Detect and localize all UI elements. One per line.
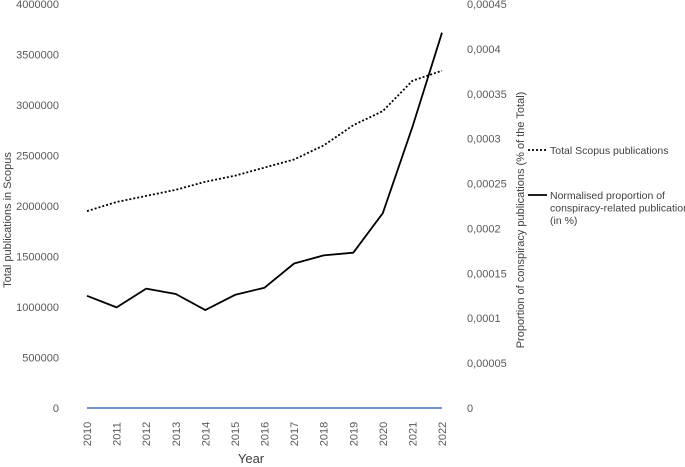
x-tick-label: 2018 xyxy=(319,422,331,446)
left-tick-label: 500000 xyxy=(22,353,59,365)
series-line-0 xyxy=(86,69,443,212)
right-tick-label: 0,00035 xyxy=(467,89,507,101)
x-tick-label: 2014 xyxy=(200,422,212,446)
left-tick-label: 0 xyxy=(53,403,59,415)
x-tick-label: 2012 xyxy=(141,422,153,446)
left-tick-label: 1000000 xyxy=(16,302,59,314)
legend-label: conspiracy-related publications xyxy=(550,203,685,215)
x-tick-label: 2021 xyxy=(407,422,419,446)
legend-label: Total Scopus publications xyxy=(550,145,669,157)
series-line-1 xyxy=(86,32,443,312)
y-axis-title-right: Proportion of conspiracy publications (%… xyxy=(515,92,527,349)
right-tick-label: 0,0004 xyxy=(467,44,501,56)
left-tick-label: 4000000 xyxy=(16,0,59,11)
x-tick-label: 2022 xyxy=(437,422,449,446)
right-tick-label: 0 xyxy=(467,403,473,415)
left-tick-label: 1500000 xyxy=(16,252,59,264)
legend: Total Scopus publications Normalised prop… xyxy=(528,145,685,227)
right-tick-label: 0,00015 xyxy=(467,268,507,280)
right-tick-label: 0,0003 xyxy=(467,134,501,146)
x-axis-ticks: 2010 2011 2012 2013 2014 2015 2016 2017 2018 2019… xyxy=(82,422,449,446)
left-tick-label: 3000000 xyxy=(16,100,59,112)
x-tick-label: 2010 xyxy=(82,422,94,446)
x-tick-label: 2015 xyxy=(230,422,242,446)
left-tick-label: 2000000 xyxy=(16,201,59,213)
x-tick-label: 2020 xyxy=(378,422,390,446)
x-axis-title: Year xyxy=(238,451,265,466)
right-tick-label: 0,00005 xyxy=(467,358,507,370)
right-tick-label: 0,00025 xyxy=(467,179,507,191)
left-axis-ticks: 0 500000 1000000 1500000 2000000 2500000 30000… xyxy=(16,0,59,415)
x-tick-label: 2013 xyxy=(171,422,183,446)
x-tick-label: 2019 xyxy=(348,422,360,446)
right-axis-ticks: 0 0,00005 0,0001 0,00015 0,0002 0,00025 0,0003… xyxy=(467,0,507,415)
left-tick-label: 3500000 xyxy=(16,50,59,62)
series-layer xyxy=(86,32,443,409)
right-tick-label: 0,00045 xyxy=(467,0,507,11)
legend-label: Normalised proportion of xyxy=(550,190,665,202)
x-tick-label: 2017 xyxy=(289,422,301,446)
left-tick-label: 2500000 xyxy=(16,151,59,163)
x-tick-label: 2011 xyxy=(112,422,124,446)
x-tick-label: 2016 xyxy=(260,422,272,446)
right-tick-label: 0,0001 xyxy=(467,313,501,325)
right-tick-label: 0,0002 xyxy=(467,223,501,235)
legend-label: (in %) xyxy=(550,215,577,227)
y-axis-title-left: Total publications in Scopus xyxy=(2,152,14,288)
